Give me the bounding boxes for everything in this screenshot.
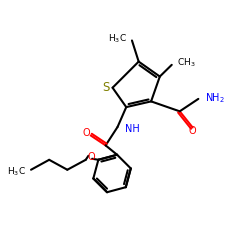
Text: O: O	[82, 128, 90, 138]
Text: H$_3$C: H$_3$C	[108, 32, 127, 45]
Text: O: O	[87, 152, 95, 162]
Text: CH$_3$: CH$_3$	[177, 56, 195, 69]
Text: NH: NH	[124, 124, 139, 134]
Text: H$_3$C: H$_3$C	[7, 166, 26, 178]
Text: S: S	[102, 81, 109, 94]
Text: O: O	[188, 126, 196, 136]
Text: NH$_2$: NH$_2$	[205, 91, 225, 105]
